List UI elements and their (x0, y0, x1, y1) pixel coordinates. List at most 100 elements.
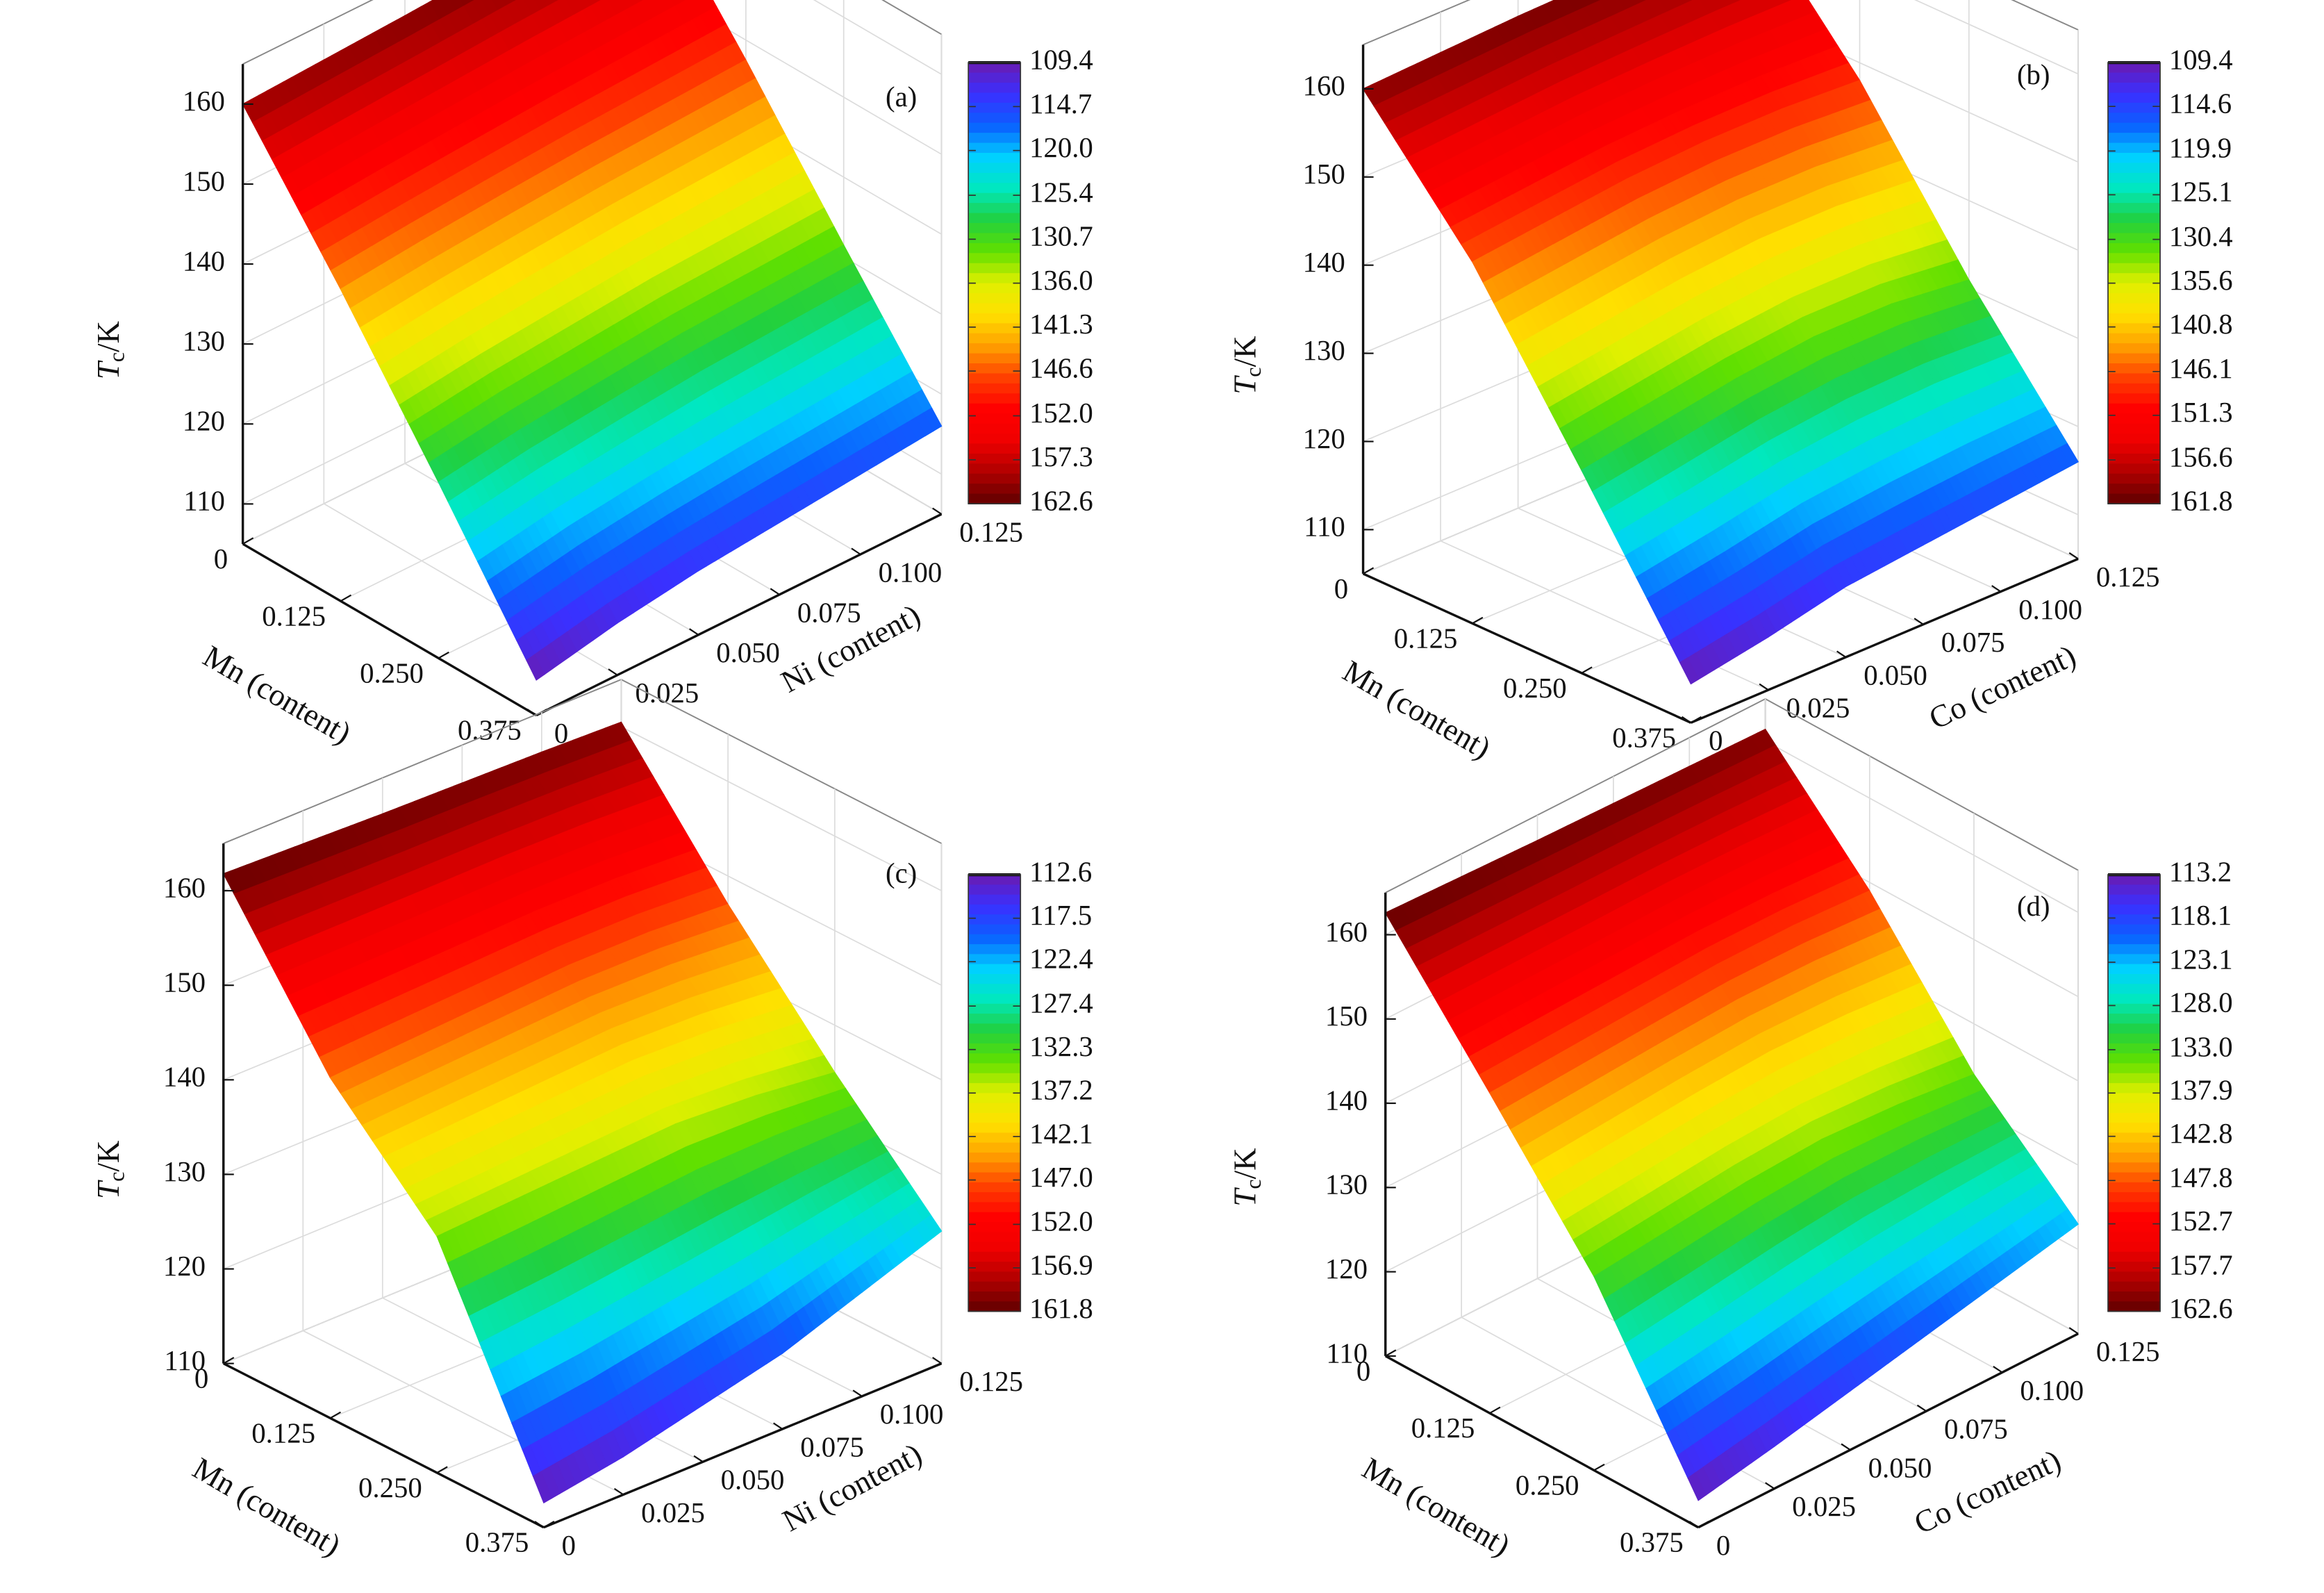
x-tick (329, 1411, 341, 1419)
z-axis-unit: /K (91, 320, 126, 352)
colorbar-band (968, 403, 1021, 415)
colorbar-band (968, 92, 1021, 104)
y-tick (932, 1357, 943, 1364)
z-tick-label: 150 (163, 967, 206, 998)
colorbar-tick-label: 119.9 (2169, 133, 2232, 164)
colorbar-band (968, 1093, 1021, 1104)
colorbar-band (968, 1281, 1021, 1292)
colorbar-band (968, 313, 1021, 324)
colorbar-band (968, 113, 1021, 124)
colorbar-band (2107, 63, 2161, 74)
colorbar-band (2107, 393, 2161, 404)
colorbar-band (968, 203, 1021, 214)
colorbar-band (968, 884, 1021, 895)
colorbar-band (968, 353, 1021, 364)
z-tick-label: 120 (183, 406, 225, 437)
colorbar-band (2107, 213, 2161, 224)
box-edge (242, 0, 374, 65)
surface-cell (606, 0, 747, 105)
colorbar-tick-label: 125.1 (2169, 176, 2233, 208)
colorbar-band (2107, 163, 2161, 174)
colorbar-band (968, 1162, 1021, 1173)
x-tick-label: 0.125 (1394, 622, 1458, 654)
colorbar-band (968, 192, 1021, 204)
z-axis-unit: /K (1228, 336, 1263, 368)
colorbar-band (968, 63, 1021, 74)
y-tick-label: 0.050 (721, 1464, 785, 1496)
colorbar-band (968, 172, 1021, 184)
colorbar-band (968, 1232, 1021, 1243)
colorbar-band (968, 904, 1021, 916)
x-tick-label: 0.250 (358, 1472, 422, 1503)
panel-label: (b) (2017, 59, 2050, 90)
x-tick (436, 1466, 448, 1474)
colorbar-band (968, 1251, 1021, 1262)
colorbar-tick-label: 125.4 (1029, 176, 1093, 208)
colorbar-band (968, 484, 1021, 495)
x-tick (1363, 567, 1375, 575)
y-tick-label: 0.125 (959, 516, 1023, 547)
colorbar-band (968, 1172, 1021, 1183)
z-tick-label: 130 (163, 1156, 206, 1187)
colorbar-band (968, 323, 1021, 334)
colorbar-band (968, 363, 1021, 374)
z-tick-label: 150 (183, 165, 225, 197)
colorbar-band (2107, 242, 2161, 254)
colorbar-band (968, 183, 1021, 194)
colorbar-band (2107, 273, 2161, 284)
x-tick-label: 0.125 (262, 600, 326, 632)
colorbar-band (968, 393, 1021, 404)
z-axis-subscript: c (1241, 367, 1266, 377)
colorbar-band (968, 253, 1021, 264)
y-tick-label: 0.125 (959, 1366, 1023, 1397)
panel-label: (c) (886, 858, 917, 889)
colorbar-tick-label: 130.4 (2169, 221, 2233, 252)
colorbar-tick-label: 114.7 (1029, 88, 1092, 119)
colorbar-band (968, 373, 1021, 384)
z-tick-label: 130 (183, 326, 225, 357)
colorbar-band (968, 1063, 1021, 1074)
colorbar-band (968, 463, 1021, 474)
colorbar-band (968, 1291, 1021, 1303)
colorbar-band (968, 233, 1021, 244)
colorbar-band (2107, 183, 2161, 194)
y-tick-label: 0.025 (1786, 693, 1850, 724)
z-axis-label: Tc/K (91, 320, 129, 379)
z-axis-unit: /K (91, 1140, 126, 1172)
colorbar-band (2107, 263, 2161, 274)
colorbar-tick-label: 109.4 (2169, 44, 2233, 76)
colorbar-band (968, 894, 1021, 905)
colorbar-tick-label: 157.3 (1029, 441, 1093, 472)
z-tick-label: 160 (1303, 70, 1345, 101)
y-tick-label: 0 (562, 1530, 576, 1561)
colorbar-band (968, 1241, 1021, 1253)
y-tick-label: 0.125 (2096, 561, 2160, 593)
panel-label: (a) (886, 81, 917, 113)
y-tick-label: 0.100 (879, 556, 943, 588)
colorbar-band (968, 1153, 1021, 1164)
colorbar-band (968, 1212, 1021, 1223)
y-tick (689, 628, 699, 636)
colorbar-band (968, 343, 1021, 354)
colorbar-band (968, 213, 1021, 224)
x-tick-label: 0.250 (1503, 672, 1567, 704)
colorbar-band (968, 133, 1021, 144)
colorbar-band (2107, 423, 2161, 434)
y-tick (613, 1487, 624, 1496)
colorbar-band (968, 153, 1021, 164)
colorbar-tick-label: 141.3 (1029, 308, 1093, 340)
colorbar-tick-label: 156.6 (2169, 441, 2233, 472)
colorbar-band (2107, 373, 2161, 384)
surface-cell (501, 0, 666, 149)
z-tick-label: 110 (164, 1345, 206, 1376)
y-tick (608, 668, 618, 676)
colorbar-band (2107, 283, 2161, 294)
colorbar-band (968, 973, 1021, 985)
colorbar-band (2107, 343, 2161, 354)
y-tick-label: 0.050 (1864, 659, 1927, 691)
z-tick-label: 160 (163, 872, 206, 903)
colorbar-band (968, 1222, 1021, 1233)
colorbar-band (2107, 192, 2161, 204)
